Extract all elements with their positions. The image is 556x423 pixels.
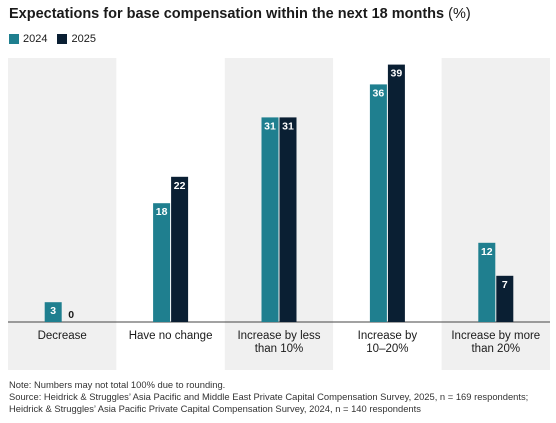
category-band: [441, 58, 550, 370]
bar: [369, 84, 387, 323]
category-label: Increase by less: [237, 330, 320, 342]
category-band: [333, 58, 442, 370]
chart-legend: 2024 2025: [9, 33, 106, 45]
data-label: 18: [156, 206, 168, 218]
data-label: 12: [481, 246, 493, 258]
data-label: 0: [68, 309, 74, 321]
bar: [387, 64, 405, 322]
legend-swatch-2025: [57, 34, 68, 44]
category-band: [224, 58, 334, 370]
chart-title: Expectations for base compensation withi…: [9, 6, 471, 22]
source-text: Source: Heidrick & Struggles’ Asia Pacif…: [9, 391, 529, 414]
bar: [153, 203, 171, 322]
category-band: [116, 58, 225, 370]
legend-item-2025: 2025: [57, 33, 96, 45]
bar: [279, 117, 297, 323]
legend-label-2024: 2024: [23, 33, 48, 45]
legend-swatch-2024: [9, 34, 19, 44]
chart-notes: Note: Numbers may not total 100% due to …: [9, 379, 549, 415]
category-band: [8, 58, 117, 370]
data-label: 31: [264, 120, 276, 132]
category-label: 10–20%: [366, 343, 408, 355]
data-label: 36: [373, 87, 385, 99]
legend-item-2024: 2024: [9, 33, 47, 45]
category-label: Decrease: [38, 330, 87, 342]
category-label: Have no change: [129, 330, 213, 342]
data-label: 7: [502, 279, 508, 291]
category-label: Increase by more: [451, 330, 540, 342]
bar: [261, 117, 279, 323]
bar: [171, 176, 189, 322]
legend-label-2025: 2025: [71, 33, 96, 45]
data-label: 39: [391, 68, 403, 80]
bar: [44, 302, 62, 322]
data-label: 3: [50, 305, 56, 317]
note-text: Note: Numbers may not total 100% due to …: [9, 379, 226, 390]
data-label: 31: [282, 120, 294, 132]
data-label: 22: [174, 180, 186, 192]
bar: [496, 275, 514, 322]
bar: [478, 242, 496, 322]
chart-title-main: Expectations for base compensation withi…: [9, 6, 445, 22]
category-label: Increase by: [358, 330, 418, 342]
category-label: than 10%: [255, 343, 304, 355]
category-label: than 20%: [471, 343, 520, 355]
chart-title-unit: (%): [448, 6, 471, 22]
